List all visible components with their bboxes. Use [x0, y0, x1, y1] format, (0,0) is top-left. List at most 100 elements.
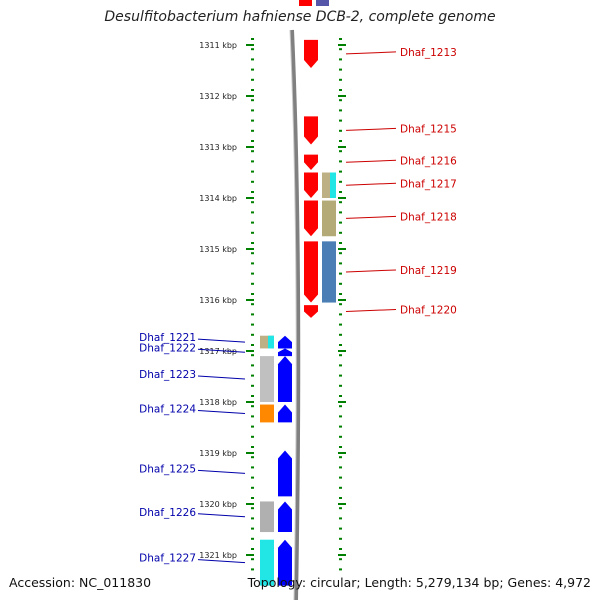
tick-dot [339, 68, 342, 71]
cds-block [260, 501, 274, 533]
gene-arrow-dhaf_1224 [278, 404, 292, 423]
tick-dot [251, 558, 254, 561]
genome-backbone [289, 0, 329, 600]
gene-arrow-dhaf_1220 [304, 305, 318, 318]
leader-line [197, 348, 246, 353]
tick-dot [251, 374, 254, 377]
leader-line [197, 513, 246, 518]
tick-dot [339, 211, 342, 214]
tick-dot [339, 517, 342, 520]
annotation-blocks [260, 172, 336, 586]
tick-label: 1321 kbp [199, 551, 237, 560]
leader-line [345, 215, 397, 219]
partial-gene-top [316, 0, 329, 6]
major-tick [246, 146, 254, 148]
tick-dot [251, 415, 254, 418]
leader-line [197, 559, 246, 564]
leader-line [197, 469, 246, 474]
tick-dot [339, 558, 342, 561]
tick-dot [339, 364, 342, 367]
cds-block [322, 241, 336, 303]
major-tick [246, 197, 254, 199]
tick-label: 1317 kbp [199, 347, 237, 356]
leader-line [345, 308, 397, 312]
major-tick [246, 248, 254, 250]
tick-dot [339, 323, 342, 326]
tick-dot [251, 48, 254, 51]
cds-block [260, 404, 274, 423]
tick-dot [251, 68, 254, 71]
cds-block [260, 356, 274, 402]
tick-dot [251, 293, 254, 295]
major-tick [246, 299, 254, 301]
tick-dot [339, 99, 342, 102]
tick-dot [251, 435, 254, 438]
backbone-line [290, 29, 301, 600]
major-tick [246, 503, 254, 505]
gene-labels: Dhaf_1213 Dhaf_1215 Dhaf_1216 Dhaf_1217 Dhaf… [139, 47, 457, 565]
tick-dot [251, 507, 254, 510]
tick-dot [339, 242, 342, 244]
tick-dot [251, 89, 254, 91]
tick-dot [251, 497, 254, 499]
tick-dot [339, 109, 342, 112]
gene-label-dhaf_1216: Dhaf_1216 [400, 155, 457, 167]
tick-dot [339, 405, 342, 408]
tick-dot [251, 333, 254, 336]
tick-dot [251, 537, 254, 540]
gene-arrow-dhaf_1227 [278, 539, 292, 586]
tick-dot [339, 395, 342, 397]
major-tick [246, 401, 254, 403]
tick-dot [339, 374, 342, 377]
tick-dot [339, 446, 342, 448]
tick-dot [339, 282, 342, 285]
major-tick [338, 146, 346, 148]
tick-dot [251, 313, 254, 316]
tick-dot [251, 425, 254, 428]
major-tick [338, 401, 346, 403]
major-tick [246, 350, 254, 352]
tick-dot [251, 405, 254, 408]
gene-label-dhaf_1222: Dhaf_1222 [139, 342, 196, 354]
tick-dot [251, 58, 254, 61]
major-tick [338, 350, 346, 352]
tick-dot [251, 191, 254, 193]
tick-dot [339, 58, 342, 61]
tick-dot [251, 252, 254, 255]
tick-dot [251, 466, 254, 469]
tick-dot [251, 568, 254, 571]
tick-dot [251, 221, 254, 224]
major-tick [338, 44, 346, 46]
tick-dot [339, 497, 342, 499]
backbone-highlight [289, 29, 297, 600]
tick-dot [339, 201, 342, 204]
tick-dot [339, 354, 342, 357]
tick-dot [339, 476, 342, 479]
tick-dot [251, 384, 254, 387]
gene-label-dhaf_1225: Dhaf_1225 [139, 463, 196, 475]
tick-dot [339, 180, 342, 183]
gene-label-dhaf_1215: Dhaf_1215 [400, 123, 457, 135]
tick-dot [339, 119, 342, 122]
tick-dot [251, 476, 254, 479]
cds-block [330, 172, 336, 198]
topology-text: Topology: circular; Length: 5,279,134 bp… [247, 575, 591, 590]
major-tick [246, 44, 254, 46]
major-tick [338, 554, 346, 556]
tick-dot [339, 293, 342, 295]
leader-line [197, 338, 246, 343]
leader-line [197, 409, 246, 414]
gene-arrow-dhaf_1213 [304, 39, 318, 68]
tick-dot [339, 170, 342, 173]
tick-dot [251, 364, 254, 367]
gene-arrow-dhaf_1222 [278, 348, 292, 357]
leader-line [197, 375, 246, 380]
tick-dot [251, 456, 254, 459]
gene-arrow-dhaf_1217 [304, 172, 318, 198]
tick-dot [251, 38, 254, 40]
cds-block [260, 539, 274, 586]
tick-dot [251, 170, 254, 173]
tick-dot [339, 435, 342, 438]
major-tick [338, 248, 346, 250]
